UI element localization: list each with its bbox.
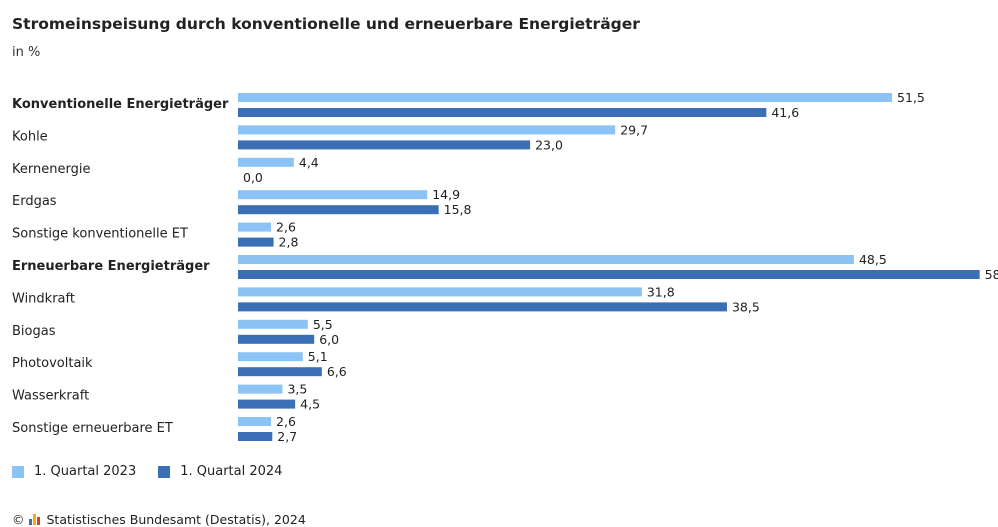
bar-2024 xyxy=(238,270,980,279)
bar-2024 xyxy=(238,108,767,117)
data-label: 4,4 xyxy=(299,155,319,170)
category-label: Kernenergie xyxy=(12,162,90,177)
data-label: 58,4 xyxy=(985,267,998,282)
data-label: 5,1 xyxy=(308,349,328,364)
category-label: Kohle xyxy=(12,129,48,144)
bar-2024 xyxy=(238,432,273,441)
data-label: 15,8 xyxy=(444,202,472,217)
category-label: Wasserkraft xyxy=(12,389,89,404)
category-label: Biogas xyxy=(12,324,56,339)
bar-2023 xyxy=(238,287,642,297)
data-label: 6,0 xyxy=(319,332,339,347)
bar-chart: Konventionelle Energieträger 51,5 41,6 Kohl… xyxy=(12,90,998,444)
bar-2024 xyxy=(238,237,274,247)
bar-2023 xyxy=(238,157,294,167)
bar-2024 xyxy=(238,334,315,344)
data-label: 2,8 xyxy=(279,235,299,250)
category-label: Photovoltaik xyxy=(12,356,93,371)
legend-item-2024: 1. Quartal 2024 xyxy=(158,464,282,479)
legend-label-2024: 1. Quartal 2024 xyxy=(180,464,283,479)
data-label: 2,6 xyxy=(276,220,296,235)
data-label: 23,0 xyxy=(535,137,563,152)
bar-2023 xyxy=(238,255,854,264)
category-label: Sonstige erneuerbare ET xyxy=(12,421,173,436)
data-label: 48,5 xyxy=(859,252,887,267)
data-label: 3,5 xyxy=(287,382,307,397)
data-label: 29,7 xyxy=(620,122,648,137)
data-label: 4,5 xyxy=(300,397,320,412)
category-label: Erneuerbare Energieträger xyxy=(12,259,210,274)
bar-2024 xyxy=(238,140,531,150)
bar-2023 xyxy=(238,417,272,426)
category-label: Sonstige konventionelle ET xyxy=(12,227,188,242)
data-label: 0,0 xyxy=(243,170,263,185)
bar-2024 xyxy=(238,367,322,377)
legend: 1. Quartal 2023 1. Quartal 2024 xyxy=(12,464,304,479)
legend-item-2023: 1. Quartal 2023 xyxy=(12,464,136,479)
category-label: Windkraft xyxy=(12,291,75,306)
data-label: 2,6 xyxy=(276,414,296,429)
bar-2023 xyxy=(238,190,428,200)
data-label: 6,6 xyxy=(327,364,347,379)
legend-swatch-2023 xyxy=(12,465,24,478)
bar-2023 xyxy=(238,384,283,394)
bar-2024 xyxy=(238,399,296,409)
bar-2024 xyxy=(238,205,439,215)
source-text: Statistisches Bundesamt (Destatis), 2024 xyxy=(46,512,306,527)
source-note: © Statistisches Bundesamt (Destatis), 20… xyxy=(12,512,306,527)
data-label: 5,5 xyxy=(313,317,333,332)
data-label: 31,8 xyxy=(647,284,675,299)
data-label: 38,5 xyxy=(732,299,760,314)
bar-2023 xyxy=(238,319,308,329)
bar-2023 xyxy=(238,222,272,232)
copyright-symbol: © xyxy=(12,512,25,527)
legend-label-2023: 1. Quartal 2023 xyxy=(34,464,137,479)
data-label: 41,6 xyxy=(771,105,799,120)
category-label: Erdgas xyxy=(12,194,57,209)
legend-swatch-2024 xyxy=(158,465,171,478)
bar-2023 xyxy=(238,93,893,102)
category-label: Konventionelle Energieträger xyxy=(12,97,229,112)
destatis-logo-icon xyxy=(28,514,41,525)
bar-2023 xyxy=(238,125,616,135)
bar-2023 xyxy=(238,352,303,362)
chart-subtitle: in % xyxy=(12,45,41,60)
chart-title: Stromeinspeisung durch konventionelle un… xyxy=(12,15,640,33)
data-label: 2,7 xyxy=(277,429,297,444)
bar-2024 xyxy=(238,302,727,312)
data-label: 14,9 xyxy=(432,187,460,202)
data-label: 51,5 xyxy=(897,90,925,105)
